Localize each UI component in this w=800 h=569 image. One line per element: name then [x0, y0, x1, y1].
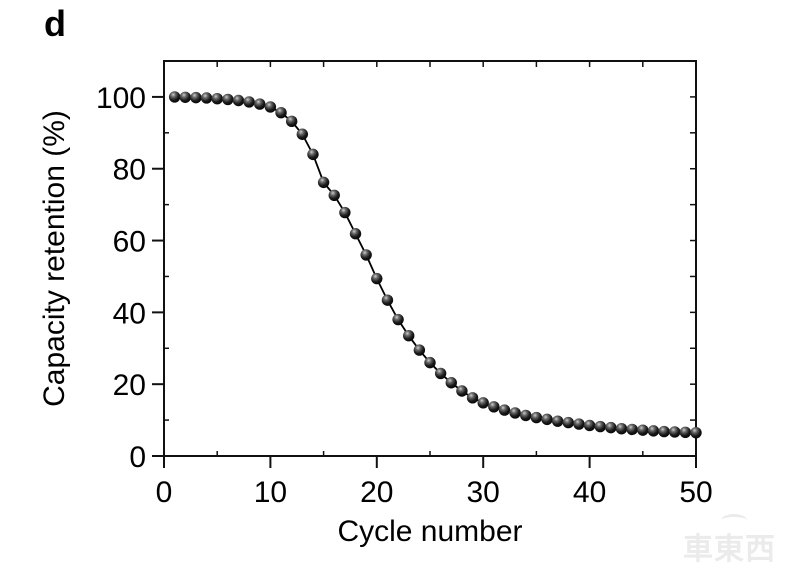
data-point-marker — [573, 418, 585, 430]
data-point-marker — [168, 91, 181, 103]
y-tick-label: 40 — [113, 297, 146, 330]
panel-label: d — [44, 3, 66, 44]
x-axis-title: Cycle number — [337, 515, 522, 548]
data-point-marker — [615, 423, 628, 435]
data-point-marker — [413, 344, 426, 356]
series-line — [174, 96, 697, 434]
data-point-marker — [498, 404, 511, 416]
data-point-marker — [594, 420, 606, 433]
data-point-marker — [392, 313, 404, 326]
data-point-marker — [669, 426, 681, 438]
data-point-marker — [434, 367, 447, 380]
data-point-marker — [583, 419, 596, 432]
y-tick-label: 60 — [113, 226, 146, 259]
data-point-marker — [466, 392, 479, 404]
data-point-marker — [296, 128, 309, 140]
y-tick-label: 80 — [113, 154, 146, 187]
x-tick-label: 30 — [467, 476, 500, 509]
data-point-marker — [456, 385, 468, 397]
data-point-marker — [637, 424, 649, 436]
data-point-marker — [477, 397, 489, 409]
data-point-marker — [307, 148, 319, 161]
data-point-marker — [222, 93, 234, 106]
data-point-marker — [200, 92, 213, 104]
x-tick-label: 0 — [156, 476, 173, 509]
data-point-marker — [339, 206, 351, 219]
data-point-marker — [360, 249, 372, 261]
y-tick-label: 100 — [96, 82, 146, 115]
data-point-marker — [605, 421, 617, 434]
x-tick-label: 20 — [360, 476, 393, 509]
data-point-marker — [264, 101, 277, 113]
data-point-marker — [690, 426, 702, 439]
data-point-marker — [275, 107, 287, 119]
data-point-marker — [445, 377, 457, 389]
data-point-marker — [562, 416, 575, 429]
data-point-marker — [658, 425, 670, 438]
data-point-marker — [530, 411, 543, 424]
data-point-marker — [328, 189, 340, 201]
y-axis-title: Capacity retention (%) — [38, 110, 71, 407]
data-point-marker — [424, 356, 436, 369]
data-point-marker — [317, 176, 330, 189]
data-point-marker — [211, 93, 223, 105]
data-point-marker — [179, 91, 191, 103]
data-point-marker — [541, 413, 553, 426]
data-point-marker — [403, 330, 415, 342]
data-point-marker — [381, 294, 394, 306]
data-point-marker — [243, 96, 255, 108]
x-tick-label: 10 — [254, 476, 287, 509]
data-point-marker — [488, 401, 500, 413]
data-point-marker — [647, 425, 660, 437]
data-point-marker — [520, 409, 532, 422]
data-point-marker — [254, 98, 266, 110]
data-point-marker — [371, 272, 383, 285]
x-tick-label: 40 — [573, 476, 606, 509]
data-point-marker — [509, 407, 521, 419]
plot-frame — [163, 60, 697, 457]
data-point-marker — [679, 426, 692, 438]
data-point-marker — [551, 415, 564, 427]
x-tick-label: 50 — [679, 476, 712, 509]
data-point-marker — [285, 115, 298, 128]
data-point-marker — [349, 228, 362, 240]
data-point-marker — [626, 423, 638, 436]
data-point-marker — [190, 91, 202, 104]
y-tick-label: 0 — [129, 441, 146, 474]
y-tick-label: 20 — [113, 369, 146, 402]
data-point-marker — [232, 94, 245, 107]
